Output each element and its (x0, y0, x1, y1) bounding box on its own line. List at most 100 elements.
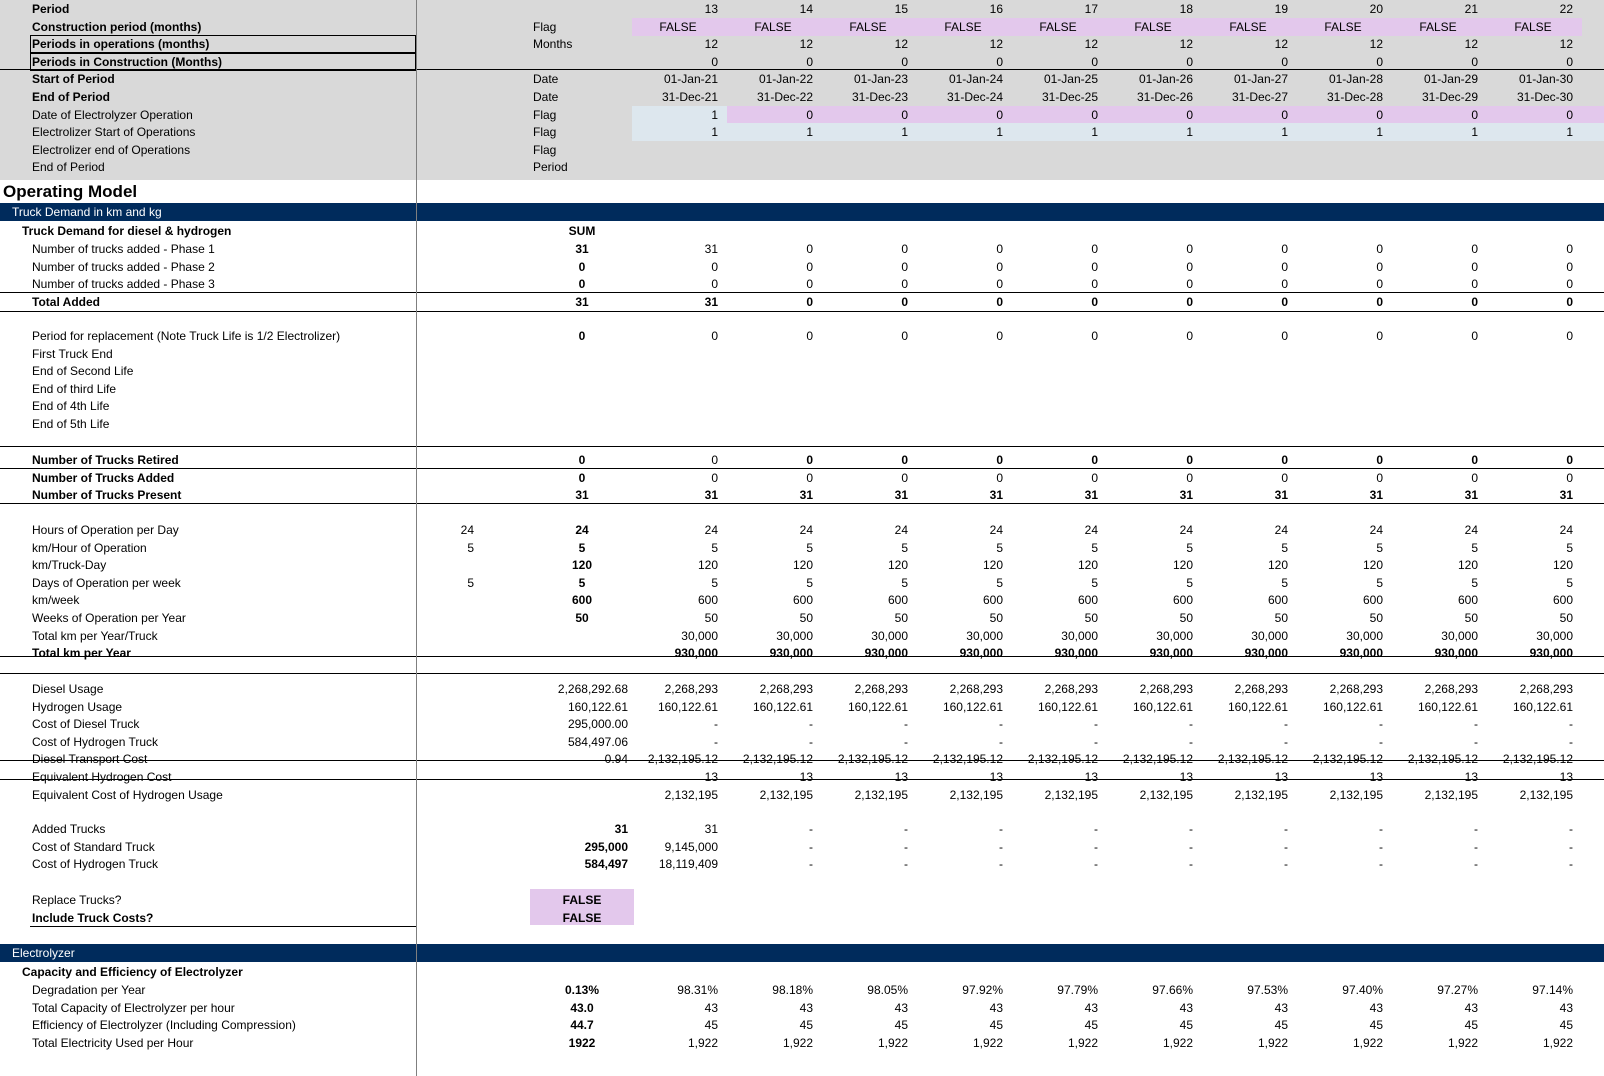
value-cell[interactable]: 12 (989, 37, 1003, 52)
value-cell[interactable]: - (1379, 857, 1383, 872)
value-cell[interactable]: 2,132,195 (854, 787, 908, 802)
value-cell[interactable]: 43 (989, 1000, 1003, 1015)
value-cell[interactable]: FALSE (1419, 19, 1457, 34)
value-cell[interactable]: 43 (799, 1000, 813, 1015)
value-cell[interactable]: 1,922 (877, 1035, 908, 1050)
value-cell[interactable]: 5 (1281, 575, 1288, 590)
value-cell[interactable]: 2,132,195 (949, 787, 1003, 802)
value-cell[interactable]: 5 (1091, 540, 1098, 555)
value-cell[interactable]: 0 (901, 54, 908, 69)
value-cell[interactable]: 13 (1274, 770, 1288, 784)
sum-value[interactable]: 2,268,292.68 (557, 682, 628, 696)
value-cell[interactable]: 0 (1091, 107, 1098, 122)
value-cell[interactable]: 0 (1186, 242, 1193, 256)
value-cell[interactable]: 120 (982, 558, 1003, 573)
value-cell[interactable]: 2,132,195 (1329, 787, 1383, 802)
value-cell[interactable]: 01-Jan-22 (758, 72, 813, 87)
value-cell[interactable]: 0 (901, 294, 908, 309)
value-cell[interactable]: 600 (1077, 593, 1098, 608)
value-cell[interactable]: 0 (1471, 54, 1478, 69)
value-cell[interactable]: 0 (1566, 242, 1573, 256)
value-cell[interactable]: 01-Jan-30 (1518, 72, 1573, 87)
value-cell[interactable]: 2,268,293 (1424, 682, 1478, 696)
value-cell[interactable]: 0 (1281, 329, 1288, 343)
value-cell[interactable]: - (1474, 717, 1478, 732)
value-cell[interactable]: 0 (996, 294, 1003, 309)
value-cell[interactable]: FALSE (849, 19, 887, 34)
value-cell[interactable]: 12 (1559, 37, 1573, 52)
value-cell[interactable]: 0 (901, 329, 908, 343)
value-cell[interactable]: 13 (1464, 770, 1478, 784)
value-cell[interactable]: 0 (1566, 277, 1573, 292)
value-cell[interactable]: 5 (996, 575, 1003, 590)
value-cell[interactable]: - (1379, 839, 1383, 854)
value-cell[interactable]: 1,922 (687, 1035, 718, 1050)
value-cell[interactable]: - (1569, 717, 1573, 732)
value-cell[interactable]: 50 (894, 611, 908, 625)
value-cell[interactable]: 930,000 (674, 646, 718, 661)
value-cell[interactable]: 31-Dec-29 (1421, 90, 1478, 104)
value-cell[interactable]: - (1189, 857, 1193, 872)
value-cell[interactable]: 5 (1471, 575, 1478, 590)
value-cell[interactable]: 13 (1179, 770, 1193, 784)
value-cell[interactable]: 98.31% (677, 983, 718, 997)
value-cell[interactable]: 30,000 (1156, 628, 1193, 643)
value-cell[interactable]: 31-Dec-28 (1326, 90, 1383, 104)
value-cell[interactable]: 97.14% (1532, 983, 1573, 997)
value-cell[interactable]: 1 (711, 125, 718, 140)
value-cell[interactable]: 0 (1376, 470, 1383, 485)
value-cell[interactable]: 50 (1464, 611, 1478, 625)
value-cell[interactable]: 31 (1559, 488, 1573, 503)
value-cell[interactable]: - (1284, 839, 1288, 854)
value-cell[interactable]: 160,122.61 (847, 699, 908, 714)
value-cell[interactable]: 2,268,293 (1044, 682, 1098, 696)
value-cell[interactable]: 20 (1369, 2, 1383, 16)
sum-value[interactable]: 295,000 (584, 839, 628, 854)
value-cell[interactable]: 120 (1077, 558, 1098, 573)
value-cell[interactable]: 13 (1559, 770, 1573, 784)
value-cell[interactable]: 5 (806, 575, 813, 590)
value-cell[interactable]: 2,132,195 (759, 787, 813, 802)
value-cell[interactable]: 0 (1376, 259, 1383, 274)
value-cell[interactable]: 30,000 (681, 628, 718, 643)
value-cell[interactable]: 0 (1471, 453, 1478, 467)
value-cell[interactable]: 13 (799, 770, 813, 784)
value-cell[interactable]: 12 (894, 37, 908, 52)
value-cell[interactable]: - (1189, 839, 1193, 854)
value-cell[interactable]: 0 (996, 453, 1003, 467)
value-cell[interactable]: 1,922 (1352, 1035, 1383, 1050)
value-cell[interactable]: 50 (1559, 611, 1573, 625)
value-cell[interactable]: 2,132,195 (664, 787, 718, 802)
value-cell[interactable]: 45 (799, 1018, 813, 1033)
value-cell[interactable]: 24 (704, 523, 718, 537)
value-cell[interactable]: 160,122.61 (1417, 699, 1478, 714)
value-cell[interactable]: 12 (1179, 37, 1193, 52)
value-cell[interactable]: 45 (704, 1018, 718, 1033)
sum-value[interactable]: 24 (575, 523, 589, 537)
value-cell[interactable]: - (1189, 734, 1193, 749)
value-cell[interactable]: 120 (1267, 558, 1288, 573)
value-cell[interactable]: - (809, 857, 813, 872)
value-cell[interactable]: 0 (1091, 259, 1098, 274)
value-cell[interactable]: 0 (1376, 242, 1383, 256)
value-cell[interactable]: FALSE (1229, 19, 1267, 34)
value-cell[interactable]: 0 (806, 54, 813, 69)
value-cell[interactable]: - (904, 717, 908, 732)
value-cell[interactable]: 50 (704, 611, 718, 625)
value-cell[interactable]: 0 (1376, 453, 1383, 467)
value-cell[interactable]: 120 (1172, 558, 1193, 573)
value-cell[interactable]: 0 (1186, 329, 1193, 343)
value-cell[interactable]: 600 (1172, 593, 1193, 608)
value-cell[interactable]: 31 (1179, 488, 1193, 503)
value-cell[interactable]: FALSE (1039, 19, 1077, 34)
value-cell[interactable]: 98.05% (867, 983, 908, 997)
value-cell[interactable]: 2,268,293 (1519, 682, 1573, 696)
value-cell[interactable]: 31-Dec-25 (1041, 90, 1098, 104)
preset-value[interactable]: 24 (460, 523, 474, 537)
value-cell[interactable]: 1 (711, 107, 718, 122)
value-cell[interactable]: 0 (1376, 329, 1383, 343)
value-cell[interactable]: 50 (799, 611, 813, 625)
value-cell[interactable]: 0 (901, 277, 908, 292)
value-cell[interactable]: 13 (1084, 770, 1098, 784)
toggle-value[interactable]: FALSE (562, 893, 602, 907)
